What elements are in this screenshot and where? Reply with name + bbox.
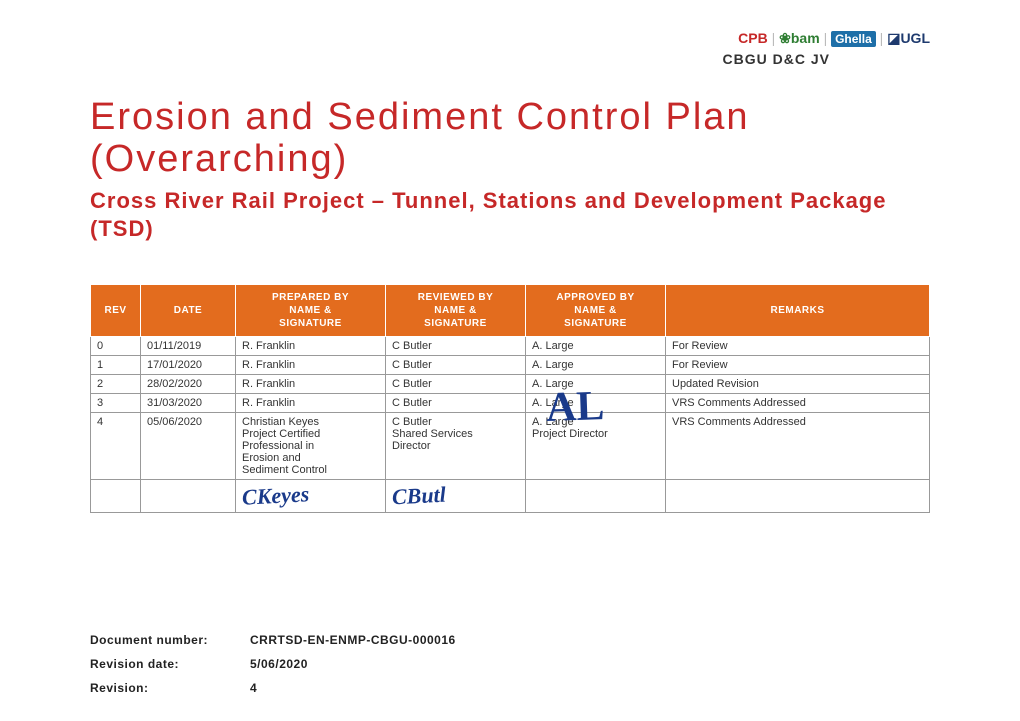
- col-date: DATE: [141, 284, 236, 336]
- signature-reviewed: CButl: [391, 481, 446, 510]
- logo-separator: |: [880, 30, 884, 46]
- cell-empty: [141, 479, 236, 512]
- table-row: 0 01/11/2019 R. Franklin C Butler A. Lar…: [91, 336, 930, 355]
- cell-remarks: For Review: [666, 336, 930, 355]
- logo-separator: |: [772, 30, 776, 46]
- cell-rev: 4: [91, 412, 141, 479]
- cell-date: 01/11/2019: [141, 336, 236, 355]
- cell-reviewed: C Butler: [386, 355, 526, 374]
- table-row: 2 28/02/2020 R. Franklin C Butler A. Lar…: [91, 374, 930, 393]
- document-metadata: Document number: CRRTSD-EN-ENMP-CBGU-000…: [90, 633, 930, 695]
- cell-remarks: For Review: [666, 355, 930, 374]
- bam-icon: ❀: [779, 30, 791, 46]
- meta-label: Revision date:: [90, 657, 250, 671]
- cell-date: 05/06/2020: [141, 412, 236, 479]
- cell-rev: 0: [91, 336, 141, 355]
- col-remarks: REMARKS: [666, 284, 930, 336]
- logo-cpb: CPB: [738, 30, 768, 46]
- cell-approved: A. Large Project Director AL: [526, 412, 666, 479]
- cell-prepared: R. Franklin: [236, 374, 386, 393]
- table-header-row: REV DATE PREPARED BY NAME & SIGNATURE RE…: [91, 284, 930, 336]
- cell-approved: A. Large: [526, 355, 666, 374]
- jv-name: CBGU D&C JV: [90, 51, 930, 67]
- cell-sig-reviewed: CButl: [386, 479, 526, 512]
- meta-value: 5/06/2020: [250, 657, 308, 671]
- meta-label: Revision:: [90, 681, 250, 695]
- meta-row-revdate: Revision date: 5/06/2020: [90, 657, 930, 671]
- cell-rev: 1: [91, 355, 141, 374]
- cell-remarks: Updated Revision: [666, 374, 930, 393]
- logo-ugl: ◪UGL: [887, 30, 930, 46]
- title-line2: (Overarching): [90, 138, 348, 180]
- col-approved: APPROVED BY NAME & SIGNATURE: [526, 284, 666, 336]
- col-rev: REV: [91, 284, 141, 336]
- cell-approved: A. Large: [526, 393, 666, 412]
- cell-prepared: R. Franklin: [236, 393, 386, 412]
- cell-sig-approved: [526, 479, 666, 512]
- logo-ghella: Ghella: [831, 31, 876, 47]
- table-row: 3 31/03/2020 R. Franklin C Butler A. Lar…: [91, 393, 930, 412]
- cell-date: 31/03/2020: [141, 393, 236, 412]
- cell-remarks: VRS Comments Addressed: [666, 412, 930, 479]
- cell-remarks: VRS Comments Addressed: [666, 393, 930, 412]
- cell-empty: [666, 479, 930, 512]
- meta-row-revision: Revision: 4: [90, 681, 930, 695]
- col-reviewed: REVIEWED BY NAME & SIGNATURE: [386, 284, 526, 336]
- document-title: Erosion and Sediment Control Plan (Overa…: [90, 97, 930, 181]
- revision-table: REV DATE PREPARED BY NAME & SIGNATURE RE…: [90, 284, 930, 513]
- table-row: 1 17/01/2020 R. Franklin C Butler A. Lar…: [91, 355, 930, 374]
- cell-reviewed: C Butler: [386, 393, 526, 412]
- logo-bam: bam: [791, 30, 820, 46]
- cell-approved: A. Large: [526, 374, 666, 393]
- cell-date: 28/02/2020: [141, 374, 236, 393]
- cell-reviewed: C Butler: [386, 336, 526, 355]
- cell-prepared: Christian Keyes Project Certified Profes…: [236, 412, 386, 479]
- cell-reviewed: C Butler Shared Services Director: [386, 412, 526, 479]
- meta-label: Document number:: [90, 633, 250, 647]
- col-prepared: PREPARED BY NAME & SIGNATURE: [236, 284, 386, 336]
- cell-reviewed: C Butler: [386, 374, 526, 393]
- signature-row: CKeyes CButl: [91, 479, 930, 512]
- meta-row-docnum: Document number: CRRTSD-EN-ENMP-CBGU-000…: [90, 633, 930, 647]
- cell-date: 17/01/2020: [141, 355, 236, 374]
- document-subtitle: Cross River Rail Project – Tunnel, Stati…: [90, 187, 930, 244]
- cell-prepared: R. Franklin: [236, 355, 386, 374]
- cell-rev: 3: [91, 393, 141, 412]
- signature-prepared: CKeyes: [241, 481, 309, 510]
- cell-empty: [91, 479, 141, 512]
- meta-value: CRRTSD-EN-ENMP-CBGU-000016: [250, 633, 456, 647]
- meta-value: 4: [250, 681, 257, 695]
- logo-bar: CPB | ❀bam | Ghella | ◪UGL: [90, 30, 930, 47]
- title-line1: Erosion and Sediment Control Plan: [90, 96, 750, 138]
- cell-prepared: R. Franklin: [236, 336, 386, 355]
- table-row: 4 05/06/2020 Christian Keyes Project Cer…: [91, 412, 930, 479]
- cell-approved: A. Large: [526, 336, 666, 355]
- cell-sig-prepared: CKeyes: [236, 479, 386, 512]
- logo-separator: |: [824, 30, 828, 46]
- cell-rev: 2: [91, 374, 141, 393]
